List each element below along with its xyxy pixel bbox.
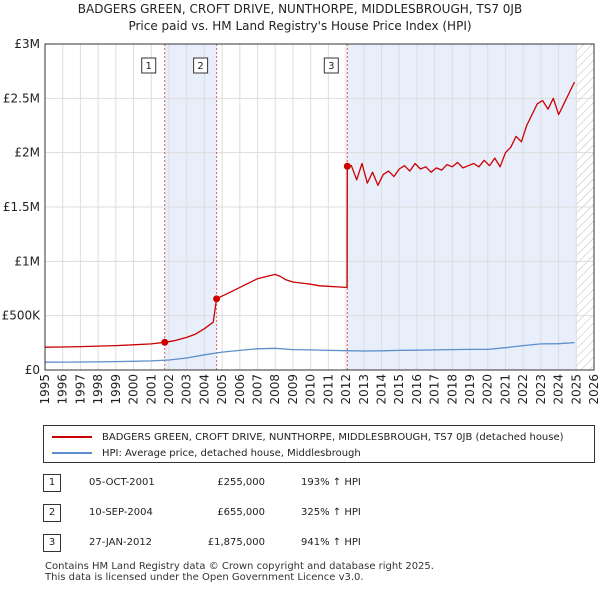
x-tick-label: 2011: [321, 374, 335, 405]
x-tick-label: 2002: [162, 374, 176, 405]
x-tick-label: 2021: [498, 374, 512, 405]
sale-number-badge: 2: [43, 504, 61, 522]
x-tick-label: 2012: [339, 374, 353, 405]
sale-row: 3 27-JAN-2012 £1,875,000 941% ↑ HPI: [43, 534, 595, 554]
sale-point: [213, 295, 221, 303]
legend-item-hpi: HPI: Average price, detached house, Midd…: [52, 445, 361, 461]
footer-licence: This data is licensed under the Open Gov…: [45, 572, 364, 583]
x-tick-label: 2020: [481, 374, 495, 405]
x-tick-label: 2009: [286, 374, 300, 405]
sale-hpi-change: 941% ↑ HPI: [301, 537, 361, 548]
x-tick-label: 2003: [180, 374, 194, 405]
x-tick-label: 2000: [127, 374, 141, 405]
x-tick-label: 2015: [392, 374, 406, 405]
x-tick-label: 2010: [304, 374, 318, 405]
sale-date: 10-SEP-2004: [89, 507, 153, 518]
x-tick-label: 2004: [197, 374, 211, 405]
x-tick-label: 2006: [233, 374, 247, 405]
sale-marker-label: 1: [146, 61, 152, 72]
x-tick-label: 2005: [215, 374, 229, 405]
x-tick-label: 2019: [463, 374, 477, 405]
legend: BADGERS GREEN, CROFT DRIVE, NUNTHORPE, M…: [43, 425, 595, 463]
footer-copyright: Contains HM Land Registry data © Crown c…: [45, 561, 434, 572]
legend-label-property: BADGERS GREEN, CROFT DRIVE, NUNTHORPE, M…: [102, 431, 564, 443]
sale-price: £255,000: [217, 477, 265, 488]
sale-hpi-change: 193% ↑ HPI: [301, 477, 361, 488]
x-tick-label: 2007: [251, 374, 265, 405]
y-tick-label: £500K: [2, 309, 42, 323]
sale-point: [161, 338, 169, 346]
x-tick-label: 2018: [445, 374, 459, 405]
y-tick-label: £1M: [14, 254, 40, 268]
x-tick-label: 2001: [144, 374, 158, 405]
x-tick-label: 2025: [569, 374, 583, 405]
sale-hpi-change: 325% ↑ HPI: [301, 507, 361, 518]
x-tick-label: 2017: [428, 374, 442, 405]
legend-swatch-hpi: [52, 452, 92, 454]
hpi-line: [44, 341, 575, 363]
y-tick-label: £1.5M: [3, 200, 40, 214]
sale-number-badge: 3: [43, 534, 61, 552]
y-tick-label: £0: [25, 363, 40, 377]
sale-marker-label: 3: [328, 61, 334, 72]
x-tick-label: 1995: [38, 374, 52, 405]
plot-frame: [44, 43, 595, 371]
x-tick-label: 1998: [91, 374, 105, 405]
sale-number-badge: 1: [43, 474, 61, 492]
x-tick-label: 2008: [268, 374, 282, 405]
x-tick-label: 1996: [56, 374, 70, 405]
legend-swatch-property: [52, 436, 92, 438]
x-tick-label: 2016: [410, 374, 424, 405]
sale-date: 27-JAN-2012: [89, 537, 153, 548]
sale-marker-label: 2: [197, 61, 203, 72]
y-tick-label: £3M: [14, 37, 40, 51]
chart-title: BADGERS GREEN, CROFT DRIVE, NUNTHORPE, M…: [77, 2, 523, 16]
property-price-line: [44, 81, 576, 348]
x-tick-label: 2024: [552, 374, 566, 405]
y-tick-label: £2M: [14, 146, 40, 160]
x-tick-label: 1997: [73, 374, 87, 405]
sale-price: £655,000: [217, 507, 265, 518]
sale-price: £1,875,000: [207, 537, 265, 548]
legend-label-hpi: HPI: Average price, detached house, Midd…: [102, 447, 361, 459]
x-tick-label: 2022: [516, 374, 530, 405]
x-tick-label: 2023: [534, 374, 548, 405]
legend-item-property: BADGERS GREEN, CROFT DRIVE, NUNTHORPE, M…: [52, 429, 564, 445]
sale-row: 2 10-SEP-2004 £655,000 325% ↑ HPI: [43, 504, 595, 524]
chart-subtitle: Price paid vs. HM Land Registry's House …: [128, 19, 472, 33]
y-tick-label: £2.5M: [3, 91, 40, 105]
sale-marker-box: [141, 57, 157, 74]
sale-marker-box: [193, 57, 209, 74]
x-tick-label: 2014: [374, 374, 388, 405]
x-tick-label: 2013: [357, 374, 371, 405]
sale-date: 05-OCT-2001: [89, 477, 155, 488]
sale-marker-box: [323, 57, 339, 74]
x-tick-label: 2026: [587, 374, 600, 405]
x-tick-label: 1999: [109, 374, 123, 405]
sale-row: 1 05-OCT-2001 £255,000 193% ↑ HPI: [43, 474, 595, 494]
sale-point: [343, 162, 351, 170]
